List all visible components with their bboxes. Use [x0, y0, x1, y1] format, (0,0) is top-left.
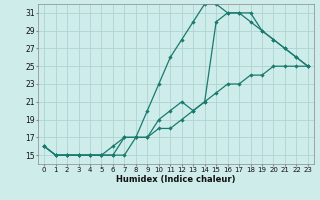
- X-axis label: Humidex (Indice chaleur): Humidex (Indice chaleur): [116, 175, 236, 184]
